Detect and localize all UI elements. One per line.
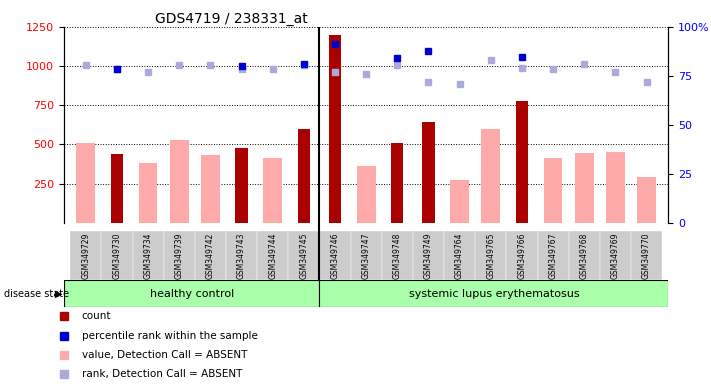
Bar bbox=[195, 231, 226, 280]
Bar bbox=[357, 166, 375, 223]
Text: GSM349767: GSM349767 bbox=[549, 233, 557, 279]
Text: GSM349739: GSM349739 bbox=[175, 233, 183, 279]
Text: GSM349748: GSM349748 bbox=[392, 233, 402, 279]
Text: GSM349747: GSM349747 bbox=[362, 233, 370, 279]
Text: GSM349742: GSM349742 bbox=[206, 233, 215, 279]
Bar bbox=[506, 231, 538, 280]
Bar bbox=[288, 231, 319, 280]
Bar bbox=[606, 152, 625, 223]
Text: GSM349765: GSM349765 bbox=[486, 233, 496, 279]
Bar bbox=[201, 156, 220, 223]
Bar bbox=[77, 143, 95, 223]
Text: GSM349745: GSM349745 bbox=[299, 233, 309, 279]
Bar bbox=[538, 231, 569, 280]
Bar bbox=[319, 280, 668, 307]
Bar bbox=[600, 231, 631, 280]
Text: GDS4719 / 238331_at: GDS4719 / 238331_at bbox=[154, 12, 307, 26]
Bar bbox=[422, 122, 434, 223]
Bar bbox=[70, 231, 102, 280]
Text: GSM349769: GSM349769 bbox=[611, 233, 620, 279]
Text: healthy control: healthy control bbox=[149, 289, 234, 299]
Bar bbox=[444, 231, 475, 280]
Bar bbox=[64, 280, 319, 307]
Bar bbox=[391, 143, 403, 223]
Text: GSM349746: GSM349746 bbox=[331, 233, 340, 279]
Text: count: count bbox=[82, 311, 111, 321]
Text: GSM349743: GSM349743 bbox=[237, 233, 246, 279]
Bar bbox=[263, 158, 282, 223]
Text: GSM349770: GSM349770 bbox=[642, 233, 651, 279]
Bar bbox=[481, 129, 500, 223]
Text: GSM349729: GSM349729 bbox=[81, 233, 90, 279]
Text: GSM349730: GSM349730 bbox=[112, 233, 122, 279]
Bar bbox=[575, 153, 594, 223]
Bar bbox=[382, 231, 413, 280]
Text: ▶: ▶ bbox=[55, 289, 63, 299]
Bar bbox=[139, 163, 157, 223]
Bar bbox=[164, 231, 195, 280]
Bar bbox=[329, 35, 341, 223]
Bar bbox=[132, 231, 164, 280]
Text: GSM349749: GSM349749 bbox=[424, 233, 433, 279]
Bar bbox=[170, 140, 188, 223]
Text: GSM349768: GSM349768 bbox=[579, 233, 589, 279]
Bar bbox=[257, 231, 288, 280]
Text: GSM349744: GSM349744 bbox=[268, 233, 277, 279]
Bar bbox=[475, 231, 506, 280]
Bar bbox=[298, 129, 310, 223]
Bar bbox=[544, 158, 562, 223]
Bar bbox=[631, 231, 662, 280]
Bar bbox=[226, 231, 257, 280]
Bar bbox=[413, 231, 444, 280]
Bar bbox=[516, 101, 528, 223]
Bar bbox=[569, 231, 600, 280]
Text: GSM349766: GSM349766 bbox=[518, 233, 526, 279]
Bar bbox=[111, 154, 123, 223]
Text: GSM349734: GSM349734 bbox=[144, 233, 153, 279]
Text: GSM349764: GSM349764 bbox=[455, 233, 464, 279]
Bar bbox=[319, 231, 351, 280]
Bar bbox=[450, 180, 469, 223]
Bar bbox=[351, 231, 382, 280]
Text: disease state: disease state bbox=[4, 289, 69, 299]
Text: value, Detection Call = ABSENT: value, Detection Call = ABSENT bbox=[82, 350, 247, 360]
Bar bbox=[637, 177, 656, 223]
Text: systemic lupus erythematosus: systemic lupus erythematosus bbox=[409, 289, 579, 299]
Bar bbox=[102, 231, 132, 280]
Bar bbox=[235, 147, 247, 223]
Text: rank, Detection Call = ABSENT: rank, Detection Call = ABSENT bbox=[82, 369, 242, 379]
Text: percentile rank within the sample: percentile rank within the sample bbox=[82, 331, 257, 341]
